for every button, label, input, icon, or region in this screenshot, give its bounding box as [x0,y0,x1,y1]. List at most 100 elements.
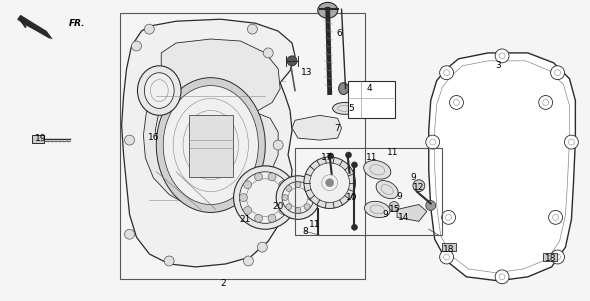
Text: 6: 6 [337,29,342,38]
Ellipse shape [333,102,356,114]
Ellipse shape [295,182,301,188]
Ellipse shape [279,206,287,214]
Ellipse shape [327,153,333,159]
Text: 13: 13 [301,68,313,77]
Ellipse shape [352,224,358,230]
Ellipse shape [286,185,292,191]
Ellipse shape [363,160,391,179]
Ellipse shape [550,250,565,264]
Ellipse shape [565,135,578,149]
Ellipse shape [254,173,263,181]
Ellipse shape [346,152,352,158]
Ellipse shape [365,201,390,218]
Ellipse shape [282,194,288,200]
Ellipse shape [326,179,333,187]
Ellipse shape [244,181,251,189]
Ellipse shape [295,207,301,213]
Ellipse shape [240,172,291,223]
Polygon shape [18,15,53,39]
Ellipse shape [132,41,142,51]
Text: 11: 11 [388,148,399,157]
Ellipse shape [279,181,287,189]
Text: 12: 12 [413,183,425,192]
Polygon shape [292,115,342,140]
Ellipse shape [282,182,314,213]
Ellipse shape [442,210,455,224]
Ellipse shape [263,48,273,58]
Text: 11: 11 [309,220,320,229]
Ellipse shape [145,73,174,108]
Polygon shape [397,204,427,221]
Ellipse shape [318,2,337,18]
Bar [543,253,556,261]
Text: 17: 17 [321,154,332,163]
Ellipse shape [124,229,135,239]
Ellipse shape [413,180,425,192]
Text: 9: 9 [410,173,416,182]
Ellipse shape [234,166,297,229]
Ellipse shape [352,162,358,168]
Text: 9: 9 [396,192,402,201]
Text: 19: 19 [35,134,46,143]
Ellipse shape [124,135,135,145]
Ellipse shape [426,135,440,149]
Ellipse shape [304,185,310,191]
Text: 21: 21 [240,215,251,224]
Ellipse shape [550,66,565,80]
Text: 2: 2 [220,279,225,288]
Text: 20: 20 [273,202,284,211]
Bar [442,243,455,251]
Text: 14: 14 [398,213,409,222]
Ellipse shape [145,24,155,34]
Ellipse shape [163,85,258,204]
Bar [189,115,232,177]
Text: 16: 16 [148,133,159,142]
Ellipse shape [254,214,263,222]
Text: 8: 8 [302,227,308,236]
Ellipse shape [156,78,266,213]
Text: 11: 11 [366,154,377,163]
Ellipse shape [273,140,283,150]
Ellipse shape [286,204,292,209]
Ellipse shape [450,95,463,109]
Text: 18: 18 [545,254,556,263]
Ellipse shape [495,49,509,63]
Ellipse shape [389,202,399,211]
Text: 9: 9 [382,210,388,219]
Ellipse shape [376,181,398,199]
Bar [348,81,395,118]
Ellipse shape [304,157,355,209]
Ellipse shape [240,194,247,202]
Text: 5: 5 [349,104,355,113]
Ellipse shape [283,194,291,202]
Ellipse shape [276,176,320,219]
Text: FR.: FR. [69,19,86,28]
Ellipse shape [495,270,509,284]
Bar [32,135,44,143]
Text: 10: 10 [346,193,357,202]
Ellipse shape [339,83,349,95]
Polygon shape [429,53,575,281]
Ellipse shape [440,250,454,264]
Ellipse shape [549,210,562,224]
Ellipse shape [244,206,251,214]
Ellipse shape [247,24,257,34]
Ellipse shape [440,66,454,80]
Text: 4: 4 [366,84,372,93]
Text: 3: 3 [495,61,501,70]
Ellipse shape [287,56,297,66]
Ellipse shape [137,66,181,115]
Ellipse shape [268,214,276,222]
Polygon shape [122,19,295,267]
Ellipse shape [426,200,435,210]
Text: 18: 18 [443,245,454,253]
Polygon shape [143,39,280,209]
Ellipse shape [268,173,276,181]
Ellipse shape [257,242,267,252]
Ellipse shape [308,194,314,200]
Ellipse shape [244,256,253,266]
Text: 15: 15 [389,205,401,214]
Ellipse shape [164,256,174,266]
Ellipse shape [304,204,310,209]
Ellipse shape [539,95,553,109]
